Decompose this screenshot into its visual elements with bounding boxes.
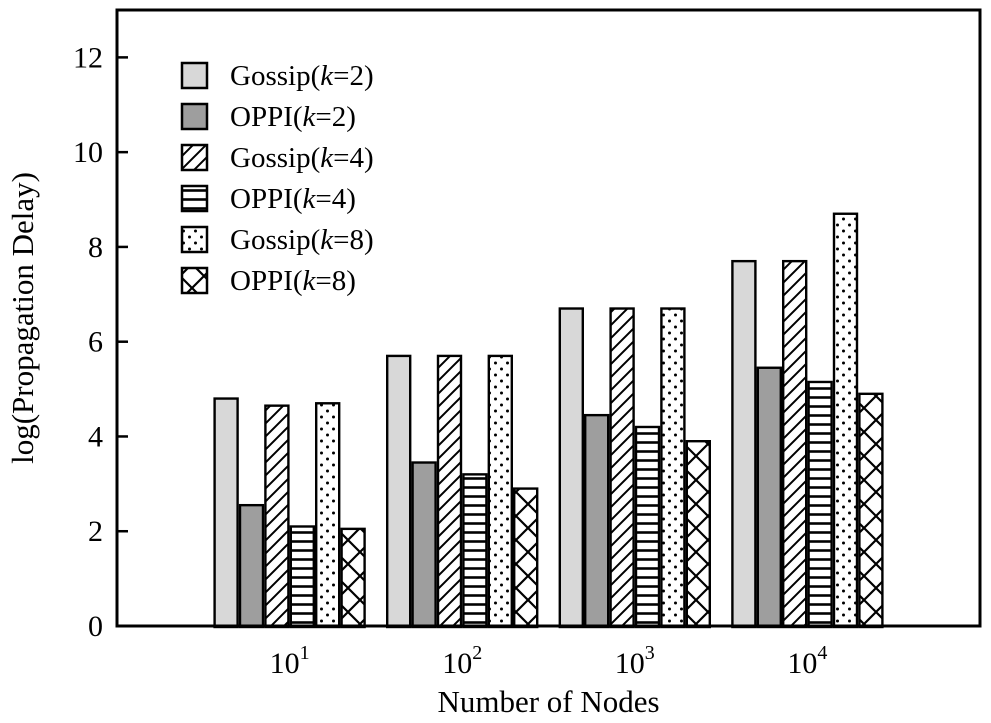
bar-oppi-k8-10^4 [858,392,884,629]
legend-item-gossip-k4: Gossip(k=4) [180,142,374,174]
bar-gossip-k8-10^4 [832,212,859,629]
bar-gossip-k8-10^3 [660,307,686,629]
legend-item-gossip-k8: Gossip(k=8) [180,224,374,256]
plot-frame [115,8,982,628]
legend: Gossip(k=2) OPPI(k=2) Gossip(k=4) OPPI(k=4)… [180,60,374,297]
y-tick-label-6: 6 [88,326,103,359]
legend-item-oppi-k4: OPPI(k=4) [180,183,356,215]
bar-oppi-k4-10^1 [289,525,315,629]
legend-label: Gossip(k=4) [230,142,374,174]
legend-item-gossip-k2: Gossip(k=2) [180,60,374,92]
bar-gossip-k4-10^1 [264,404,290,629]
legend-swatch-cross-hatch [180,266,209,295]
y-tick-label-0: 0 [88,610,103,643]
bar-oppi-k2-10^1 [238,503,265,629]
x-tick-label-10^4: 104 [787,642,827,680]
x-tick-label-10^2: 102 [442,642,482,680]
legend-swatch-dots [180,225,209,254]
x-axis: 101 102 103 104 [270,642,828,680]
bar-gossip-k2-10^3 [558,307,584,629]
bar-gossip-k2-10^2 [386,354,412,629]
y-axis: 0 2 4 6 8 10 12 [73,41,128,643]
bar-gossip-k2-10^4 [731,259,757,629]
bar-oppi-k8-10^3 [685,440,711,629]
y-tick-label-8: 8 [88,231,103,264]
y-tick-label-2: 2 [88,515,103,548]
legend-swatch-horizontal-lines [180,184,209,213]
y-axis-title: log(Propagation Delay) [5,172,40,464]
legend-label: OPPI(k=2) [230,101,356,133]
y-tick-label-4: 4 [88,420,103,453]
bar-oppi-k2-10^4 [756,366,782,629]
bar-oppi-k4-10^4 [807,380,833,629]
bar-oppi-k2-10^3 [584,413,610,629]
y-tick-label-10: 10 [73,136,103,169]
legend-swatch-diagonal-hatch [180,143,209,172]
bar-gossip-k4-10^2 [436,354,463,629]
legend-item-oppi-k2: OPPI(k=2) [180,101,356,133]
legend-item-oppi-k8: OPPI(k=8) [180,265,356,297]
bar-gossip-k4-10^3 [609,307,635,629]
bars [213,212,884,629]
bar-oppi-k8-10^2 [513,487,539,629]
bar-oppi-k4-10^3 [634,425,661,629]
legend-label: Gossip(k=2) [230,60,374,92]
bar-oppi-k8-10^1 [340,527,366,629]
legend-label: Gossip(k=8) [230,224,374,256]
legend-swatch-solid-dark [180,102,209,131]
x-tick-label-10^1: 101 [270,642,310,680]
y-tick-label-12: 12 [73,41,103,74]
bar-gossip-k4-10^4 [782,259,808,629]
bar-oppi-k2-10^2 [411,461,437,629]
bar-gossip-k8-10^2 [487,354,513,629]
x-axis-title: Number of Nodes [437,684,659,719]
x-tick-label-10^3: 103 [615,642,655,680]
legend-label: OPPI(k=8) [230,265,356,297]
bar-oppi-k4-10^2 [462,473,488,629]
legend-swatch-solid-light [180,61,209,90]
legend-label: OPPI(k=4) [230,183,356,215]
bar-gossip-k2-10^1 [213,397,239,629]
bar-gossip-k8-10^1 [315,402,341,629]
